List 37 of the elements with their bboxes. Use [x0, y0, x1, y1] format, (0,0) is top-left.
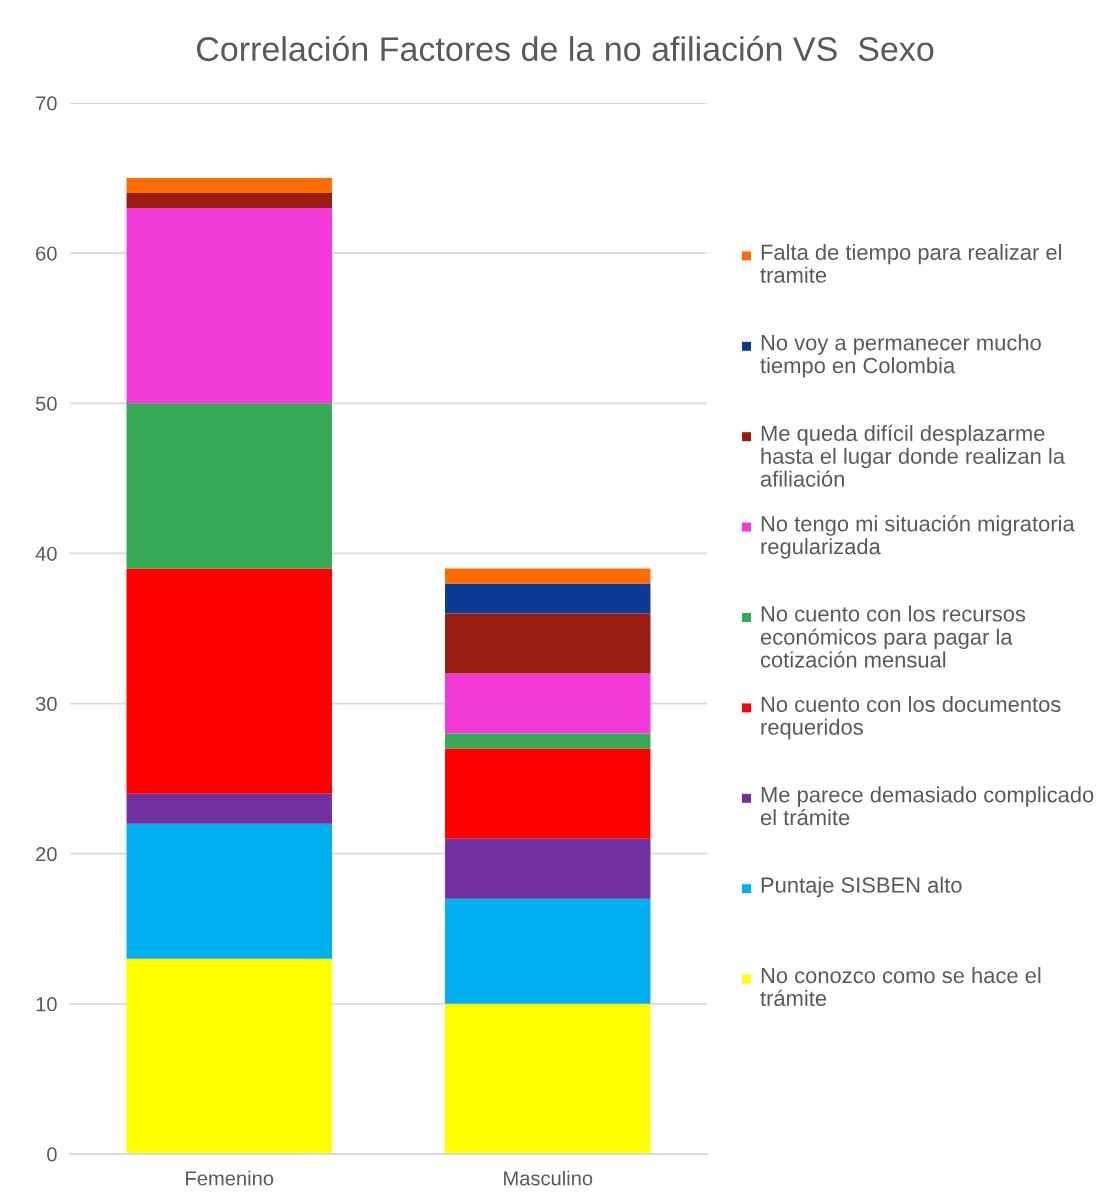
- y-tick-label: 70: [36, 96, 57, 111]
- x-tick-label: Masculino: [504, 1170, 593, 1186]
- bar: [445, 748, 651, 839]
- legend-label: No cuento con los recursos económicos para pagar la cotización mensual: [760, 605, 1026, 668]
- legend-label: No voy a permanecer mucho tiempo en Colombia: [760, 334, 1041, 378]
- legend-label: Puntaje SISBEN alto: [761, 876, 962, 898]
- y-tick-label: 60: [36, 246, 57, 261]
- legend-label: No conozco como se hace el trámite: [760, 967, 1041, 1007]
- y-tick-label: 20: [36, 846, 57, 862]
- bar: [126, 793, 332, 824]
- bar: [126, 208, 332, 404]
- legend-label: Me queda difícil desplazarme hasta el lugar donde realizan la afiliación: [760, 424, 1065, 487]
- bar: [445, 1003, 651, 1154]
- bar: [445, 568, 651, 584]
- y-tick-label: 30: [35, 696, 57, 712]
- legend-label: Falta de tiempo para realizar el tramite: [760, 243, 1062, 283]
- bar: [445, 898, 651, 1004]
- bar: [445, 583, 651, 614]
- legend-label: No cuento con los documentos requeridos: [761, 695, 1061, 740]
- bar: [126, 958, 332, 1154]
- chart-title: Correlación Factores de la no afiliación VS Sexo: [196, 35, 934, 62]
- bar: [445, 838, 651, 899]
- bar: [126, 193, 332, 209]
- legend-label: No tengo mi situación migratoria regularizada: [761, 515, 1075, 559]
- y-tick-label: 40: [35, 546, 57, 561]
- y-tick-label: 50: [35, 396, 57, 411]
- x-tick-label: Femenino: [186, 1170, 274, 1186]
- bar: [126, 403, 332, 569]
- bar: [126, 823, 332, 959]
- bar: [445, 613, 651, 674]
- bar: [445, 733, 651, 749]
- y-tick-label: 10: [36, 997, 57, 1012]
- y-tick-label: 0: [47, 1147, 57, 1162]
- bar: [126, 178, 332, 194]
- bar: [126, 568, 332, 794]
- bar: [445, 673, 651, 734]
- legend-label: Me parece demasiado complicado el trámite: [760, 786, 1094, 826]
